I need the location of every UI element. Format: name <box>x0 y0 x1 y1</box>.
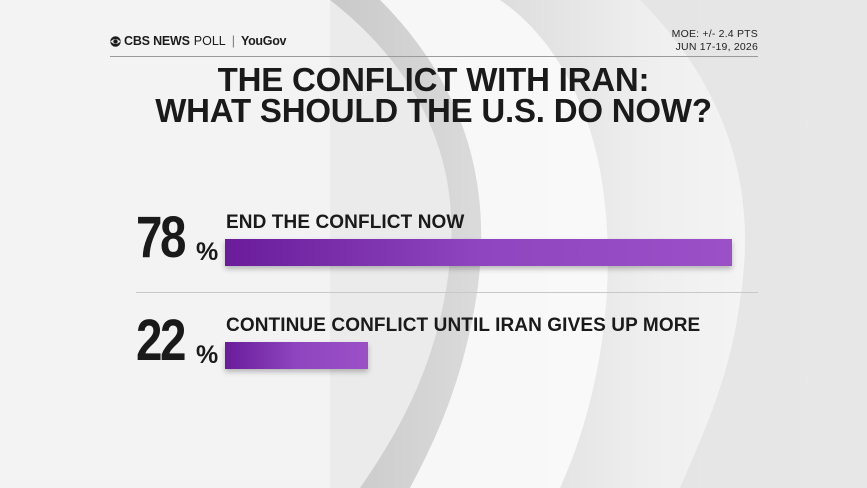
brand-poll: POLL <box>193 34 226 48</box>
category-label-1: END THE CONFLICT NOW <box>226 212 465 233</box>
result-row-2: 22 % CONTINUE CONFLICT UNTIL IRAN GIVES … <box>0 308 867 388</box>
brand-network: CBS NEWS <box>124 34 190 48</box>
bar-continue-conflict <box>225 342 368 369</box>
data-label-1: 78 <box>136 205 186 270</box>
header-divider <box>110 56 758 57</box>
percent-sign-2: % <box>196 341 219 369</box>
category-label-2: CONTINUE CONFLICT UNTIL IRAN GIVES UP MO… <box>226 315 701 336</box>
brand-separator: | <box>231 34 235 48</box>
chart-title: THE CONFLICT WITH IRAN: WHAT SHOULD THE … <box>0 61 867 129</box>
percent-value-2: 22 % <box>136 312 218 370</box>
cbs-eye-icon <box>110 35 121 47</box>
margin-of-error: MOE: +/- 2.4 PTS <box>671 28 758 40</box>
brand-partner: YouGov <box>240 34 287 48</box>
bar-track-2 <box>225 342 732 369</box>
percent-sign-1: % <box>196 238 219 266</box>
percent-value-1: 78 % <box>136 209 218 267</box>
bar-track-1 <box>225 239 732 266</box>
row-divider <box>136 292 758 293</box>
chart-title-line-2: WHAT SHOULD THE U.S. DO NOW? <box>155 92 712 129</box>
result-row-1: 78 % END THE CONFLICT NOW <box>0 205 867 285</box>
header: CBS NEWS POLL | YouGov MOE: +/- 2.4 PTS … <box>110 28 758 56</box>
poll-meta: MOE: +/- 2.4 PTS JUN 17-19, 2026 <box>672 28 758 54</box>
brand-logo: CBS NEWS POLL | YouGov <box>110 34 286 48</box>
data-label-2: 22 <box>136 308 186 373</box>
bar-end-the-conflict-now <box>225 239 732 266</box>
chart-title-line-1: THE CONFLICT WITH IRAN: <box>217 61 650 98</box>
poll-dates: JUN 17-19, 2026 <box>675 41 758 53</box>
